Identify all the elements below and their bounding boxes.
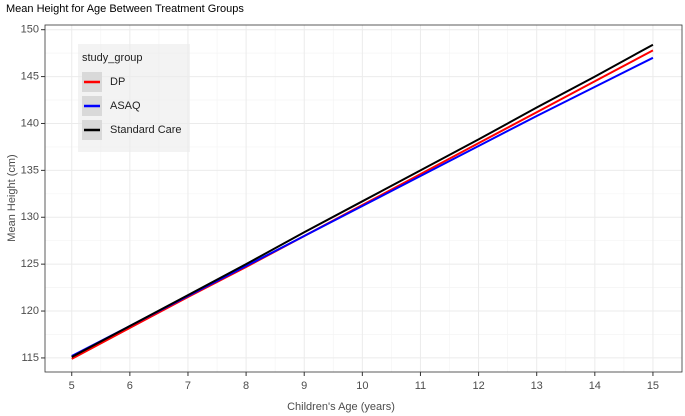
chart-title: Mean Height for Age Between Treatment Gr… bbox=[6, 3, 244, 15]
x-tick-label: 14 bbox=[589, 380, 601, 392]
x-tick-label: 15 bbox=[647, 380, 659, 392]
x-tick-label: 12 bbox=[472, 380, 484, 392]
y-tick-label: 115 bbox=[21, 352, 39, 364]
x-tick-label: 13 bbox=[531, 380, 543, 392]
y-tick-label: 140 bbox=[21, 117, 39, 129]
y-tick-label: 135 bbox=[21, 164, 39, 176]
plot-border bbox=[44, 24, 683, 373]
y-tick-label: 125 bbox=[21, 258, 39, 270]
x-tick-label: 11 bbox=[415, 380, 426, 392]
x-tick-label: 5 bbox=[69, 380, 75, 392]
x-tick-label: 7 bbox=[185, 380, 191, 392]
y-axis-label: Mean Height (cm) bbox=[6, 154, 18, 241]
y-tick-label: 145 bbox=[21, 70, 39, 82]
legend-title: study_group bbox=[82, 52, 143, 64]
y-tick-label: 150 bbox=[21, 24, 39, 36]
x-tick-label: 8 bbox=[243, 380, 249, 392]
legend-label: Standard Care bbox=[110, 124, 182, 136]
legend-label: DP bbox=[110, 76, 125, 88]
x-axis-label: Children's Age (years) bbox=[287, 401, 395, 413]
y-tick-label: 130 bbox=[21, 211, 39, 223]
y-tick-label: 120 bbox=[21, 305, 39, 317]
x-tick-label: 9 bbox=[301, 380, 307, 392]
x-tick-label: 6 bbox=[127, 380, 133, 392]
legend-label: ASAQ bbox=[110, 100, 141, 112]
x-tick-label: 10 bbox=[356, 380, 368, 392]
series-line bbox=[71, 43, 654, 358]
